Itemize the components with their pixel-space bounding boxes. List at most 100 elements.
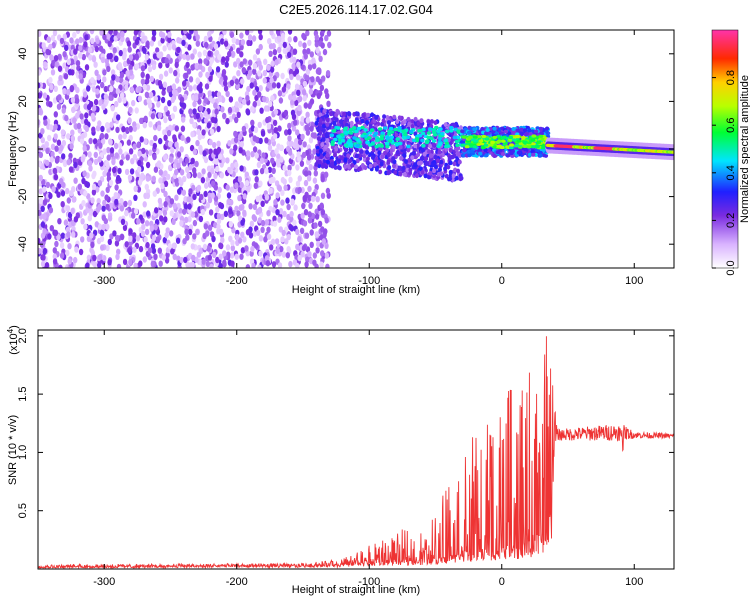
- spectrogram-cell: [252, 230, 258, 237]
- spectrogram-cell: [307, 64, 313, 71]
- spectrogram-cell: [296, 151, 301, 158]
- spectrogram-cell: [314, 41, 319, 48]
- spectrogram-cell: [308, 137, 314, 144]
- spectrogram-cell: [122, 60, 128, 68]
- spectrogram-cell: [439, 171, 444, 177]
- spectrogram-cell: [277, 125, 282, 132]
- spectrogram-cell: [540, 146, 545, 150]
- spectrogram-cell: [505, 145, 510, 149]
- spectrogram-cell: [252, 89, 257, 96]
- spectrogram-cell: [313, 170, 318, 177]
- spectrogram-cell: [258, 180, 263, 187]
- spectrogram-cell: [92, 138, 98, 145]
- spectrogram-cell: [156, 160, 162, 167]
- spectrogram-cell: [107, 238, 113, 246]
- spectrogram-cell: [56, 103, 62, 110]
- spectrogram-cell: [321, 75, 326, 82]
- spectrogram-cell: [278, 208, 284, 215]
- spectrogram-cell: [160, 182, 165, 190]
- spectrogram-cell: [91, 56, 97, 63]
- spectrogram-cell: [326, 100, 331, 108]
- spectrogram-cell: [317, 159, 322, 165]
- spectrogram-cell: [139, 117, 144, 125]
- spectrogram-cell: [449, 125, 454, 130]
- spectrogram-cell: [272, 49, 278, 56]
- spectrogram-cell: [128, 228, 133, 235]
- spectrogram-cell: [297, 254, 302, 262]
- spectrogram-cell: [354, 147, 359, 153]
- spectrogram-cell: [140, 78, 146, 85]
- spectrogram-cell: [365, 149, 370, 155]
- spectrogram-cell: [190, 211, 196, 218]
- spectrogram-cell: [201, 168, 206, 175]
- spectrogram-cell: [86, 85, 91, 92]
- spectrogram-cell: [228, 96, 234, 103]
- spectrogram-cell: [226, 198, 231, 205]
- spectrogram-cell: [293, 141, 298, 148]
- spectrogram-cell: [181, 189, 187, 196]
- spectrogram-cell: [285, 252, 290, 259]
- spectrogram-cell: [505, 153, 510, 158]
- spectrogram-cell: [203, 223, 208, 230]
- spectrogram-cell: [287, 51, 292, 58]
- spectrogram-cell: [216, 71, 222, 79]
- spectrogram-cell: [314, 231, 319, 238]
- spectrogram-cell: [269, 77, 274, 84]
- spectrogram-cell: [68, 152, 73, 160]
- spectrogram-cell: [62, 33, 67, 40]
- spectrogram-cell: [307, 251, 312, 258]
- spectrogram-cell: [325, 187, 331, 195]
- spectrogram-cell: [209, 57, 214, 64]
- spectrogram-cell: [289, 140, 294, 147]
- spectrogram-cell: [118, 65, 123, 72]
- spectrogram-cell: [52, 258, 58, 265]
- spectrogram-cell: [407, 121, 412, 127]
- spectrogram-cell: [249, 30, 254, 34]
- spectrogram-cell: [54, 145, 59, 152]
- spectrogram-cell: [289, 73, 294, 81]
- spectrogram-cell: [256, 229, 261, 237]
- spectrogram-cell: [218, 242, 223, 249]
- spectrogram-cell: [145, 84, 151, 91]
- spectrogram-cell: [77, 183, 83, 190]
- spectrogram-cell: [133, 262, 138, 268]
- spectrogram-cell: [90, 249, 96, 257]
- spectrogram-cell: [478, 151, 483, 156]
- spectrogram-cell: [136, 141, 141, 149]
- spectrogram-cell: [117, 167, 122, 175]
- spectrogram-cell: [476, 135, 482, 139]
- spectrogram-cell: [436, 158, 440, 164]
- spectrogram-cell: [490, 140, 495, 144]
- spectrogram-cell: [122, 54, 127, 61]
- spectrogram-cell: [142, 256, 147, 263]
- spectrogram-cell: [312, 62, 317, 70]
- spectrogram-cell: [151, 63, 157, 71]
- spectrogram-cell: [158, 260, 163, 267]
- spectrogram-cell: [149, 40, 155, 47]
- spectrogram-cell: [324, 171, 329, 178]
- spectrogram-cell: [89, 30, 95, 35]
- spectrogram-cell: [194, 62, 199, 70]
- spectrogram-cell: [271, 261, 277, 268]
- spectrogram-cell: [66, 197, 72, 204]
- spectrogram-cell: [247, 34, 253, 41]
- spectrogram-cell: [48, 124, 54, 131]
- spectrogram-cell: [73, 177, 78, 184]
- spectrogram-cell: [240, 39, 246, 46]
- spectrogram-cell: [108, 30, 113, 35]
- spectrogram-cell: [182, 175, 187, 183]
- spectrogram-cell: [222, 112, 227, 120]
- spectrogram-cell: [196, 184, 202, 192]
- spectrogram-cell: [97, 223, 103, 231]
- spectrogram-cell: [352, 126, 357, 130]
- spectrogram-cell: [192, 48, 197, 55]
- spectrogram-cell: [426, 135, 431, 140]
- spectrogram-cell: [319, 154, 324, 160]
- spectrogram-cell: [42, 186, 47, 193]
- spectrogram-cell: [278, 226, 283, 233]
- spectrogram-cell: [371, 147, 376, 153]
- spectrogram-cell: [305, 256, 310, 263]
- spectrogram-cell: [118, 49, 124, 57]
- spectrogram-cell: [183, 30, 188, 34]
